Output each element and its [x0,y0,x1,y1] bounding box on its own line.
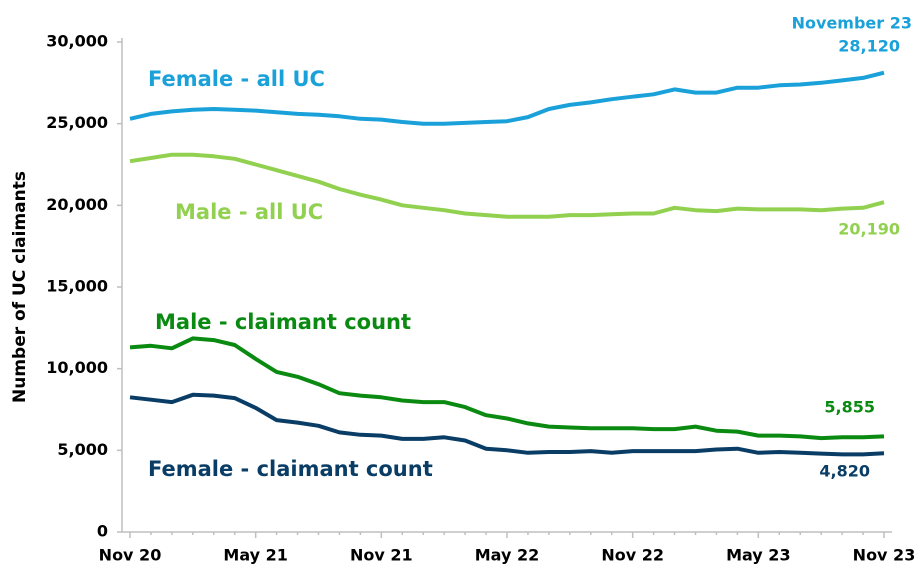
series-label: Female - all UC [148,67,325,91]
series-label: Female - claimant count [148,457,433,481]
x-tick-label: Nov 23 [853,546,916,565]
y-tick-label: 10,000 [46,358,108,377]
series-line [129,70,885,126]
series-line [129,152,885,219]
x-tick-label: Nov 22 [601,546,664,565]
x-tick-label: May 23 [726,546,791,565]
x-tick-label: May 22 [475,546,540,565]
y-tick-label: 25,000 [46,113,108,132]
y-tick-label: 0 [97,522,108,541]
x-tick-label: Nov 21 [350,546,413,565]
value-label: 28,120 [838,37,900,56]
series-line [129,392,885,457]
y-axis-label: Number of UC claimants [10,171,30,403]
x-tick-label: Nov 20 [99,546,162,565]
value-label: 20,190 [838,220,900,239]
y-tick-label: 20,000 [46,195,108,214]
y-tick-label: 5,000 [57,440,108,459]
series-line [129,336,885,441]
x-tick-label: May 21 [223,546,288,565]
value-label: 4,820 [819,462,870,481]
value-label: 5,855 [824,398,875,417]
series-label: Male - claimant count [155,310,411,334]
y-tick-label: 15,000 [46,277,108,296]
series-label: Male - all UC [175,200,323,224]
annotation: November 23 [792,14,912,33]
y-tick-label: 30,000 [46,32,108,51]
